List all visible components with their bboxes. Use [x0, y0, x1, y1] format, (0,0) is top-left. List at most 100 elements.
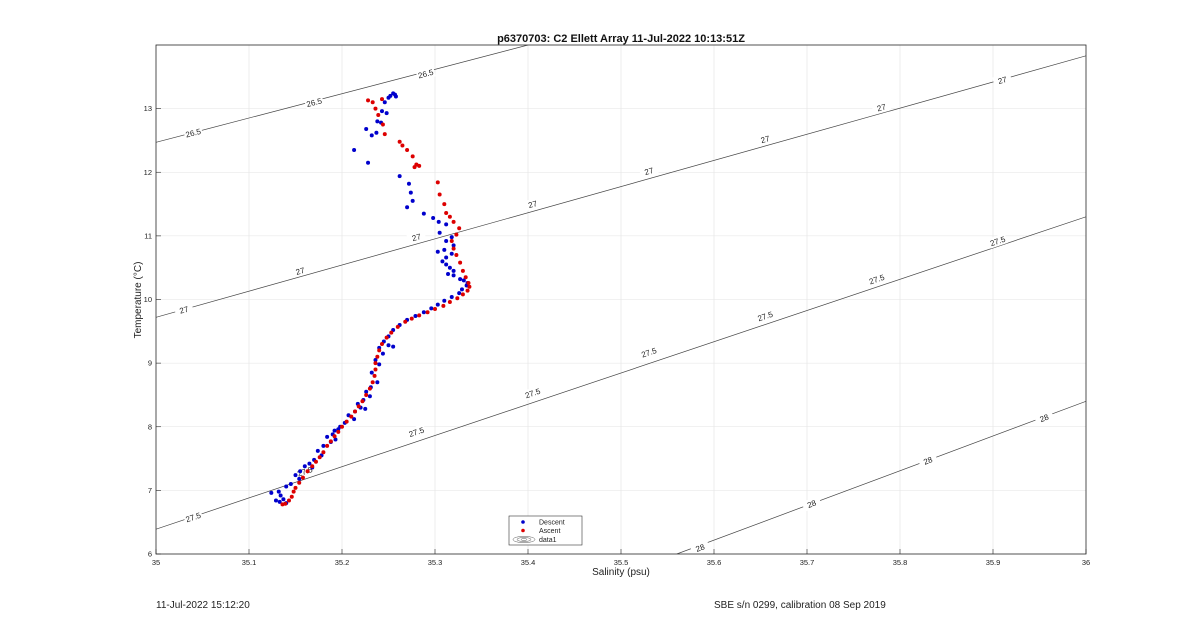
ascent-point	[377, 348, 382, 353]
ascent-point	[325, 443, 330, 448]
descent-point	[444, 255, 449, 260]
descent-point	[325, 434, 330, 439]
ascent-point	[447, 300, 452, 305]
ascent-point	[447, 214, 452, 219]
descent-point	[444, 222, 449, 227]
descent-point	[429, 306, 434, 311]
descent-point	[413, 314, 418, 319]
ascent-point	[417, 313, 422, 318]
descent-point	[386, 343, 391, 348]
ascent-point	[360, 399, 365, 404]
contour-label-bg	[173, 302, 194, 317]
x-tick-label: 35	[152, 558, 160, 567]
x-tick-label: 35.4	[521, 558, 536, 567]
ascent-point	[463, 275, 468, 280]
descent-point	[437, 230, 442, 235]
ascent-point	[340, 424, 344, 429]
ascent-point	[373, 367, 378, 372]
descent-point	[302, 464, 307, 469]
descent-point	[373, 357, 378, 362]
contour-label: 27	[527, 199, 539, 210]
ascent-point	[375, 354, 380, 359]
contour-label: 27	[179, 304, 191, 315]
descent-point	[421, 310, 426, 315]
descent-point	[298, 469, 303, 474]
ascent-point	[466, 280, 471, 285]
descent-point	[366, 160, 371, 165]
descent-point	[458, 277, 463, 282]
isopycnal-line	[156, 216, 1086, 530]
ascent-point	[367, 386, 372, 391]
descent-point	[377, 362, 382, 367]
x-tick-label: 35.1	[242, 558, 257, 567]
ascent-point	[454, 252, 459, 257]
descent-point	[397, 174, 402, 179]
descent-point	[446, 272, 451, 277]
descent-point	[284, 484, 289, 489]
ascent-point	[336, 429, 341, 434]
descent-point	[276, 489, 281, 494]
contour-label-bg	[1033, 410, 1055, 426]
x-tick-label: 35.3	[428, 558, 443, 567]
legend-data1-label: data1	[539, 537, 557, 544]
contour-label: 27	[760, 134, 772, 145]
x-tick-label: 35.6	[707, 558, 722, 567]
descent-point	[293, 473, 298, 478]
descent-point	[379, 109, 384, 114]
legend: Descent Ascent data1	[508, 515, 583, 546]
ascent-point	[328, 439, 333, 444]
x-tick-label: 35.8	[893, 558, 908, 567]
descent-point	[269, 490, 274, 495]
contour-label-bg	[987, 233, 1008, 249]
ascent-point	[433, 307, 437, 312]
ascent-point	[405, 147, 410, 152]
ascent-point	[356, 404, 361, 409]
descent-point	[273, 498, 278, 503]
ascent-point	[455, 296, 460, 301]
x-tick-label: 36	[1082, 558, 1090, 567]
contour-label-bg	[183, 125, 204, 140]
descent-point	[457, 291, 462, 296]
y-tick-label: 11	[144, 231, 152, 240]
ascent-point	[465, 288, 470, 293]
ascent-point	[410, 154, 415, 159]
ascent-point	[403, 319, 408, 324]
ascent-point	[435, 180, 440, 185]
ascent-point	[457, 226, 462, 231]
contour-label-bg	[871, 100, 892, 115]
y-tick-label: 9	[148, 359, 152, 368]
contour-label: 26.5	[185, 127, 203, 140]
descent-point	[315, 448, 320, 453]
ascent-point	[310, 464, 315, 469]
ascent-point	[376, 112, 381, 117]
descent-point	[277, 499, 282, 504]
contour-label: 26.5	[417, 68, 435, 81]
ascent-point	[425, 310, 430, 315]
ascent-point	[305, 469, 310, 474]
ascent-point	[332, 434, 337, 439]
descent-point	[321, 443, 326, 448]
ascent-point	[444, 210, 449, 215]
contour-label-bg	[638, 344, 660, 360]
contour-label-bg	[755, 308, 776, 324]
axis-ticks: 35 35.1 35.2 35.3 35.4 35.5 35.6 35.7 35.8 35.9 36…	[144, 104, 1091, 567]
ascent-point	[317, 455, 322, 460]
contour-label-bg	[522, 385, 543, 401]
ascent-point	[467, 284, 472, 289]
descent-point	[393, 94, 398, 99]
descent-point	[369, 133, 374, 138]
descent-point	[408, 190, 413, 195]
descent-point	[363, 406, 368, 411]
descent-point	[421, 211, 426, 216]
x-tick-label: 35.2	[335, 558, 350, 567]
descent-point	[406, 181, 411, 186]
descent-point	[281, 497, 286, 502]
ascent-point	[454, 232, 459, 237]
descent-point	[444, 238, 449, 243]
data-points	[269, 91, 472, 507]
descent-point	[352, 147, 357, 152]
isopycnal-line	[156, 45, 529, 143]
ascent-point	[389, 330, 394, 335]
contour-label: 28	[922, 455, 934, 467]
